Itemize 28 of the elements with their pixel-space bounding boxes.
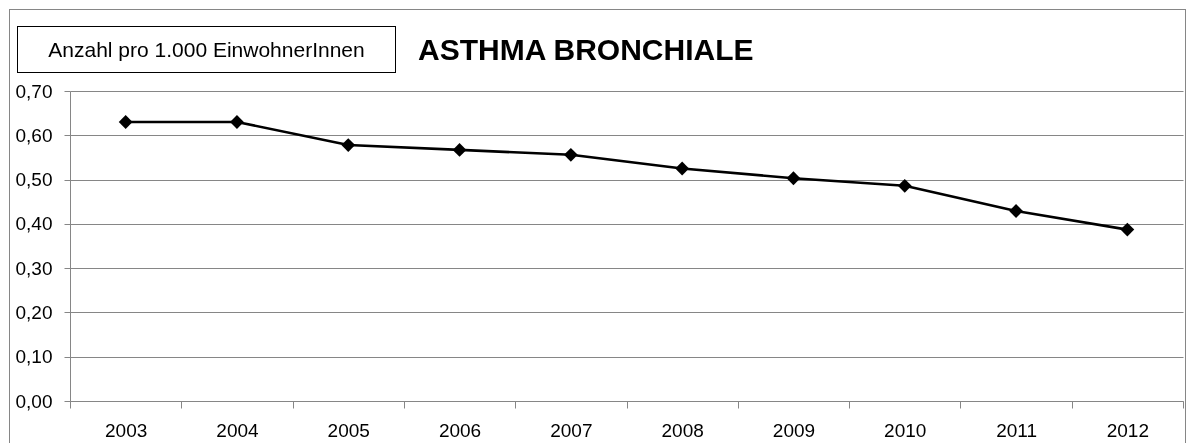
point [452, 143, 467, 157]
x-tick-label: 2003 [105, 419, 148, 441]
x-tick-label: 2004 [216, 419, 260, 441]
x-tick-label: 2005 [327, 419, 370, 441]
x-tick-label: 2008 [661, 419, 704, 441]
x-tick-label: 2012 [1106, 419, 1149, 441]
point [341, 138, 356, 152]
x-tick-label: 2006 [438, 419, 482, 441]
x-tick-label: 2007 [550, 419, 593, 441]
x-tick-label: 2011 [996, 419, 1037, 441]
chart-title: ASTHMA BRONCHIALE [418, 33, 754, 67]
y-tick-label: 0,00 [15, 390, 53, 412]
y-tick-label: 0,20 [15, 301, 53, 323]
x-tick-label: 2009 [772, 419, 816, 441]
y-tick-label: 0,40 [15, 213, 53, 235]
point [1120, 222, 1135, 237]
point [563, 147, 578, 162]
y-tick-label: 0,10 [15, 346, 53, 368]
y-tick-label: 0,50 [15, 169, 53, 191]
y-tick-label: 0,70 [15, 80, 53, 102]
point [897, 178, 912, 193]
y-tick-label: 0,30 [15, 257, 53, 279]
x-tick-label: 2010 [884, 419, 927, 441]
y-tick-label: 0,60 [15, 124, 53, 146]
point [118, 115, 133, 129]
point [786, 171, 801, 186]
point [675, 161, 690, 176]
y-axis-title: Anzahl pro 1.000 EinwohnerInnen [17, 26, 396, 73]
